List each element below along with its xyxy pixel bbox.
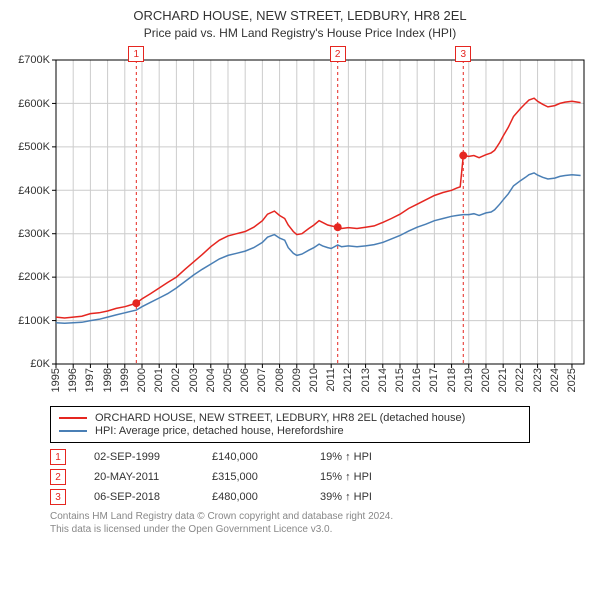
x-tick-label: 2022 — [514, 368, 526, 392]
x-tick-label: 2020 — [480, 368, 492, 392]
x-tick-label: 2001 — [153, 368, 165, 392]
event-row: 3 06-SEP-2018 £480,000 39% ↑ HPI — [50, 489, 590, 505]
x-tick-label: 2005 — [222, 368, 234, 392]
event-badge-3: 3 — [50, 489, 66, 505]
chart-event-badge: 2 — [330, 46, 346, 62]
x-tick-label: 2013 — [360, 368, 372, 392]
title-line-1: ORCHARD HOUSE, NEW STREET, LEDBURY, HR8 … — [10, 8, 590, 24]
footnote: Contains HM Land Registry data © Crown c… — [50, 511, 570, 536]
x-tick-label: 2015 — [394, 368, 406, 392]
y-tick-label: £300K — [18, 228, 50, 240]
x-tick-label: 2019 — [463, 368, 475, 392]
legend-swatch-red — [59, 417, 87, 419]
event-price: £480,000 — [212, 491, 292, 503]
event-price: £140,000 — [212, 451, 292, 463]
x-tick-label: 2000 — [136, 368, 148, 392]
event-diff: 15% ↑ HPI — [320, 471, 372, 483]
x-tick-label: 2007 — [256, 368, 268, 392]
event-diff: 39% ↑ HPI — [320, 491, 372, 503]
event-table: 1 02-SEP-1999 £140,000 19% ↑ HPI 2 20-MA… — [50, 449, 590, 505]
event-row: 2 20-MAY-2011 £315,000 15% ↑ HPI — [50, 469, 590, 485]
event-badge-1: 1 — [50, 449, 66, 465]
footnote-line-2: This data is licensed under the Open Gov… — [50, 524, 332, 535]
event-date: 06-SEP-2018 — [94, 491, 184, 503]
legend-label: ORCHARD HOUSE, NEW STREET, LEDBURY, HR8 … — [95, 412, 465, 424]
event-date: 20-MAY-2011 — [94, 471, 184, 483]
x-tick-label: 2010 — [308, 368, 320, 392]
event-badge-2: 2 — [50, 469, 66, 485]
x-tick-label: 2006 — [239, 368, 251, 392]
x-tick-label: 2021 — [497, 368, 509, 392]
x-tick-label: 1998 — [102, 368, 114, 392]
legend-item: ORCHARD HOUSE, NEW STREET, LEDBURY, HR8 … — [59, 412, 521, 424]
legend-label: HPI: Average price, detached house, Here… — [95, 425, 344, 437]
event-diff: 19% ↑ HPI — [320, 451, 372, 463]
x-tick-label: 2003 — [188, 368, 200, 392]
legend-item: HPI: Average price, detached house, Here… — [59, 425, 521, 437]
event-price: £315,000 — [212, 471, 292, 483]
x-tick-label: 2024 — [549, 368, 561, 392]
footnote-line-1: Contains HM Land Registry data © Crown c… — [50, 511, 393, 522]
legend-swatch-blue — [59, 430, 87, 432]
x-tick-label: 1995 — [50, 368, 62, 392]
legend: ORCHARD HOUSE, NEW STREET, LEDBURY, HR8 … — [50, 406, 530, 443]
y-tick-label: £500K — [18, 141, 50, 153]
x-tick-label: 2009 — [291, 368, 303, 392]
x-tick-label: 2011 — [325, 368, 337, 392]
chart-event-badge: 1 — [128, 46, 144, 62]
y-tick-label: £100K — [18, 315, 50, 327]
x-tick-label: 2004 — [205, 368, 217, 392]
x-tick-label: 1997 — [84, 368, 96, 392]
y-tick-label: £600K — [18, 98, 50, 110]
x-tick-label: 2014 — [377, 368, 389, 392]
y-tick-label: £400K — [18, 185, 50, 197]
event-row: 1 02-SEP-1999 £140,000 19% ↑ HPI — [50, 449, 590, 465]
x-tick-label: 2008 — [274, 368, 286, 392]
y-tick-label: £700K — [18, 54, 50, 66]
event-date: 02-SEP-1999 — [94, 451, 184, 463]
x-tick-label: 2018 — [446, 368, 458, 392]
y-tick-label: £200K — [18, 271, 50, 283]
x-tick-label: 1999 — [119, 368, 131, 392]
y-tick-label: £0K — [30, 358, 50, 370]
title-line-2: Price paid vs. HM Land Registry's House … — [10, 26, 590, 40]
x-tick-label: 2002 — [170, 368, 182, 392]
x-tick-label: 2012 — [342, 368, 354, 392]
x-tick-label: 2025 — [566, 368, 578, 392]
chart-event-badge: 3 — [455, 46, 471, 62]
x-tick-label: 2016 — [411, 368, 423, 392]
x-tick-label: 1996 — [67, 368, 79, 392]
x-tick-label: 2023 — [532, 368, 544, 392]
price-chart: £0K £100K £200K £300K £400K £500K £600K £700K 19… — [10, 44, 590, 402]
x-tick-label: 2017 — [428, 368, 440, 392]
